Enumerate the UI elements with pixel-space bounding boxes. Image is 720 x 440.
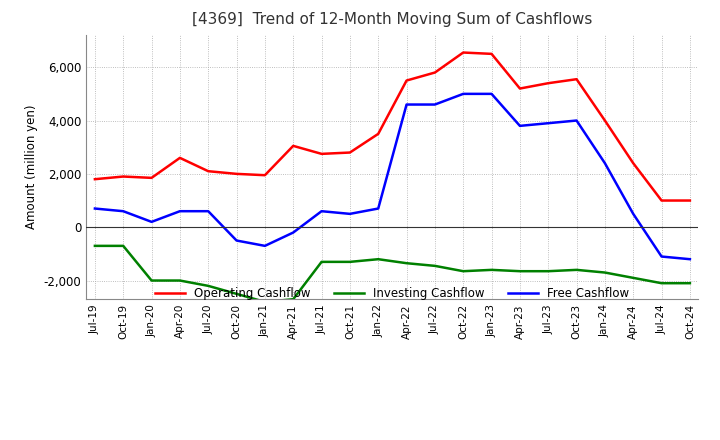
Free Cashflow (516, 123, 524, 128)
Free Cashflow (91, 206, 99, 211)
Free Cashflow (402, 102, 411, 107)
Line: Investing Cashflow: Investing Cashflow (95, 246, 690, 302)
Operating Cashflow (431, 70, 439, 75)
Operating Cashflow (261, 172, 269, 178)
Free Cashflow (233, 238, 241, 243)
Investing Cashflow (544, 268, 552, 274)
Investing Cashflow (459, 268, 467, 274)
Operating Cashflow (374, 131, 382, 136)
Free Cashflow (261, 243, 269, 249)
Investing Cashflow (374, 257, 382, 262)
Investing Cashflow (204, 283, 212, 289)
Operating Cashflow (402, 78, 411, 83)
Free Cashflow (318, 209, 326, 214)
Free Cashflow (119, 209, 127, 214)
Investing Cashflow (487, 267, 496, 272)
Investing Cashflow (685, 281, 694, 286)
Free Cashflow (629, 211, 637, 216)
Free Cashflow (487, 91, 496, 96)
Operating Cashflow (176, 155, 184, 161)
Operating Cashflow (346, 150, 354, 155)
Investing Cashflow (402, 260, 411, 266)
Operating Cashflow (516, 86, 524, 91)
Operating Cashflow (204, 169, 212, 174)
Investing Cashflow (657, 281, 666, 286)
Y-axis label: Amount (million yen): Amount (million yen) (25, 105, 38, 229)
Free Cashflow (148, 219, 156, 224)
Operating Cashflow (572, 77, 581, 82)
Line: Operating Cashflow: Operating Cashflow (95, 52, 690, 201)
Operating Cashflow (487, 51, 496, 56)
Investing Cashflow (148, 278, 156, 283)
Investing Cashflow (91, 243, 99, 249)
Investing Cashflow (600, 270, 609, 275)
Investing Cashflow (346, 259, 354, 264)
Operating Cashflow (657, 198, 666, 203)
Investing Cashflow (629, 275, 637, 281)
Free Cashflow (289, 230, 297, 235)
Legend: Operating Cashflow, Investing Cashflow, Free Cashflow: Operating Cashflow, Investing Cashflow, … (150, 282, 634, 304)
Investing Cashflow (289, 297, 297, 302)
Free Cashflow (459, 91, 467, 96)
Free Cashflow (346, 211, 354, 216)
Free Cashflow (657, 254, 666, 259)
Operating Cashflow (544, 81, 552, 86)
Free Cashflow (374, 206, 382, 211)
Free Cashflow (600, 161, 609, 166)
Operating Cashflow (318, 151, 326, 157)
Investing Cashflow (119, 243, 127, 249)
Operating Cashflow (685, 198, 694, 203)
Operating Cashflow (600, 118, 609, 123)
Free Cashflow (431, 102, 439, 107)
Operating Cashflow (233, 171, 241, 176)
Line: Free Cashflow: Free Cashflow (95, 94, 690, 259)
Free Cashflow (176, 209, 184, 214)
Investing Cashflow (516, 268, 524, 274)
Title: [4369]  Trend of 12-Month Moving Sum of Cashflows: [4369] Trend of 12-Month Moving Sum of C… (192, 12, 593, 27)
Operating Cashflow (148, 175, 156, 180)
Operating Cashflow (119, 174, 127, 179)
Investing Cashflow (176, 278, 184, 283)
Investing Cashflow (261, 299, 269, 304)
Operating Cashflow (459, 50, 467, 55)
Investing Cashflow (233, 291, 241, 297)
Free Cashflow (544, 121, 552, 126)
Investing Cashflow (572, 267, 581, 272)
Operating Cashflow (91, 176, 99, 182)
Operating Cashflow (629, 161, 637, 166)
Free Cashflow (572, 118, 581, 123)
Investing Cashflow (318, 259, 326, 264)
Free Cashflow (685, 257, 694, 262)
Free Cashflow (204, 209, 212, 214)
Investing Cashflow (431, 263, 439, 268)
Operating Cashflow (289, 143, 297, 149)
